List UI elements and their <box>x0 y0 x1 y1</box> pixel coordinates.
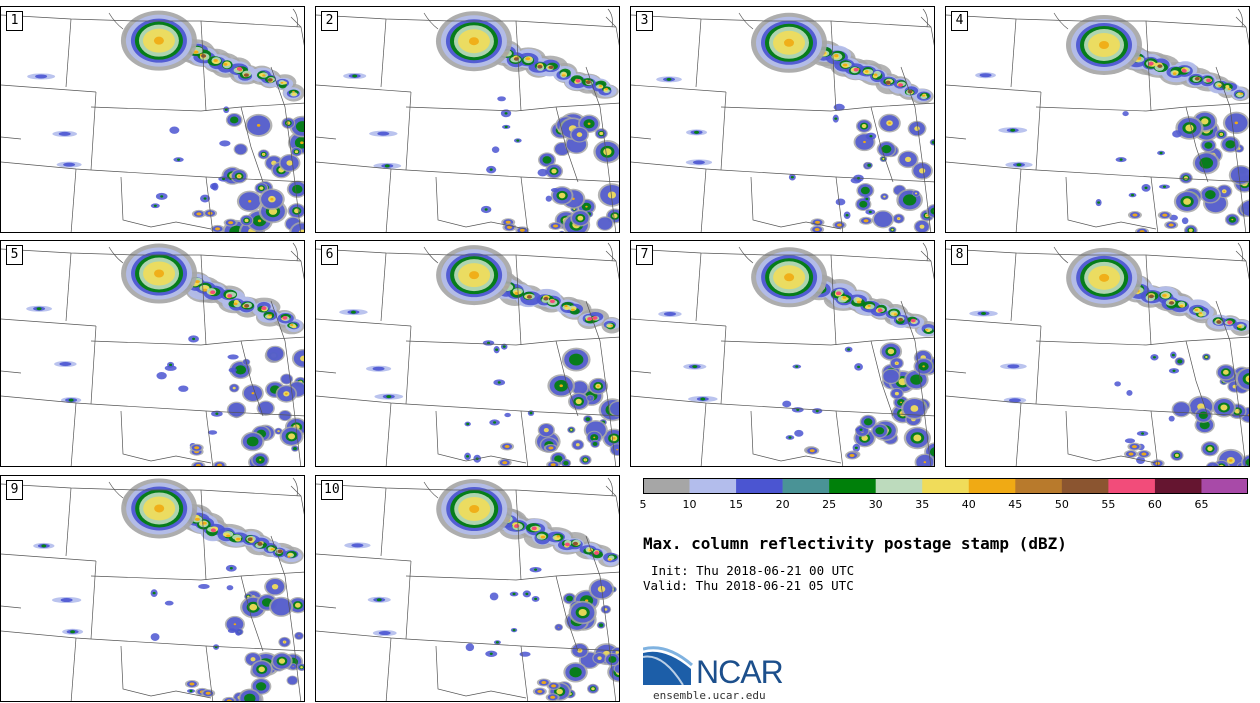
reflectivity-map <box>1 8 304 232</box>
map-panel-4: 4 <box>945 6 1250 233</box>
colorbar-tick-labels: 5 10 15 20 25 30 35 40 45 50 55 60 65 <box>639 498 1248 514</box>
reflectivity-map <box>316 242 619 466</box>
reflectivity-map <box>946 8 1249 232</box>
ncar-logo-icon <box>643 646 693 686</box>
reflectivity-map <box>631 8 934 232</box>
init-time: Init: Thu 2018-06-21 00 UTC <box>651 563 855 578</box>
map-panel-1: 1 <box>0 6 305 233</box>
reflectivity-field <box>656 12 934 232</box>
colorbar-tick-label: 40 <box>961 498 976 511</box>
map-panel-6: 6 <box>315 240 620 467</box>
colorbar-tick-label: 55 <box>1101 498 1116 511</box>
site-url: ensemble.ucar.edu <box>653 689 766 702</box>
colorbar-tick-label: 50 <box>1054 498 1069 511</box>
map-panel-5: 5 <box>0 240 305 467</box>
colorbar-swatch <box>875 478 923 494</box>
map-panel-8: 8 <box>945 240 1250 467</box>
member-label: 4 <box>951 11 968 31</box>
state-borders <box>631 8 934 232</box>
reflectivity-map <box>946 242 1249 466</box>
state-borders <box>316 8 619 232</box>
colorbar-swatch <box>736 478 783 494</box>
member-label: 1 <box>6 11 23 31</box>
state-borders <box>946 8 1249 232</box>
map-panel-10: 10 <box>315 475 620 702</box>
state-borders <box>1 477 304 701</box>
reflectivity-field <box>33 478 304 701</box>
colorbar-swatch <box>1201 478 1248 494</box>
reflectivity-field <box>344 478 619 701</box>
map-panel-3: 3 <box>630 6 935 233</box>
reflectivity-field <box>658 247 934 466</box>
member-label: 2 <box>321 11 338 31</box>
colorbar-swatch <box>1108 478 1156 494</box>
colorbar-tick-label: 60 <box>1147 498 1162 511</box>
state-borders <box>316 477 619 701</box>
state-borders <box>631 242 934 466</box>
colorbar-swatch <box>1015 478 1063 494</box>
colorbar-swatch <box>829 478 876 494</box>
reflectivity-map <box>1 477 304 701</box>
colorbar-tick-label: 25 <box>822 498 837 511</box>
state-borders <box>946 242 1249 466</box>
figure-title: Max. column reflectivity postage stamp (… <box>643 534 1067 553</box>
ncar-logo-text: NCAR <box>696 654 784 690</box>
colorbar-border <box>643 478 1248 494</box>
colorbar-tick-label: 5 <box>639 498 647 511</box>
member-label: 8 <box>951 245 968 265</box>
reflectivity-map <box>316 8 619 232</box>
member-label: 7 <box>636 245 653 265</box>
member-label: 6 <box>321 245 338 265</box>
colorbar-tick-label: 45 <box>1008 498 1023 511</box>
colorbar-swatch <box>1154 478 1202 494</box>
state-borders <box>1 242 304 466</box>
member-label: 5 <box>6 245 23 265</box>
member-label: 3 <box>636 11 653 31</box>
reflectivity-field <box>969 247 1249 466</box>
colorbar-tick-label: 20 <box>775 498 790 511</box>
member-label: 10 <box>321 480 343 500</box>
state-borders <box>316 242 619 466</box>
colorbar-swatch <box>922 478 970 494</box>
colorbar-swatch <box>968 478 1016 494</box>
colorbar-swatch <box>782 478 830 494</box>
reflectivity-field <box>975 14 1249 232</box>
reflectivity-field <box>27 10 304 232</box>
valid-time: Valid: Thu 2018-06-21 05 UTC <box>643 578 854 593</box>
map-panel-7: 7 <box>630 240 935 467</box>
colorbar-tick-label: 35 <box>915 498 930 511</box>
state-borders <box>1 8 304 232</box>
map-panel-9: 9 <box>0 475 305 702</box>
colorbar-tick-label: 15 <box>729 498 744 511</box>
reflectivity-map <box>631 242 934 466</box>
reflectivity-field <box>343 11 619 232</box>
colorbar-tick-label: 65 <box>1194 498 1209 511</box>
member-label: 9 <box>6 480 23 500</box>
colorbar-tick-label: 10 <box>682 498 697 511</box>
colorbar-swatch <box>1061 478 1109 494</box>
reflectivity-field <box>26 243 304 466</box>
map-panel-2: 2 <box>315 6 620 233</box>
reflectivity-colorbar <box>643 478 1248 494</box>
colorbar-tick-label: 30 <box>868 498 883 511</box>
colorbar-swatch <box>643 478 690 494</box>
reflectivity-map <box>316 477 619 701</box>
colorbar-swatch <box>689 478 737 494</box>
reflectivity-map <box>1 242 304 466</box>
reflectivity-field <box>339 245 619 466</box>
